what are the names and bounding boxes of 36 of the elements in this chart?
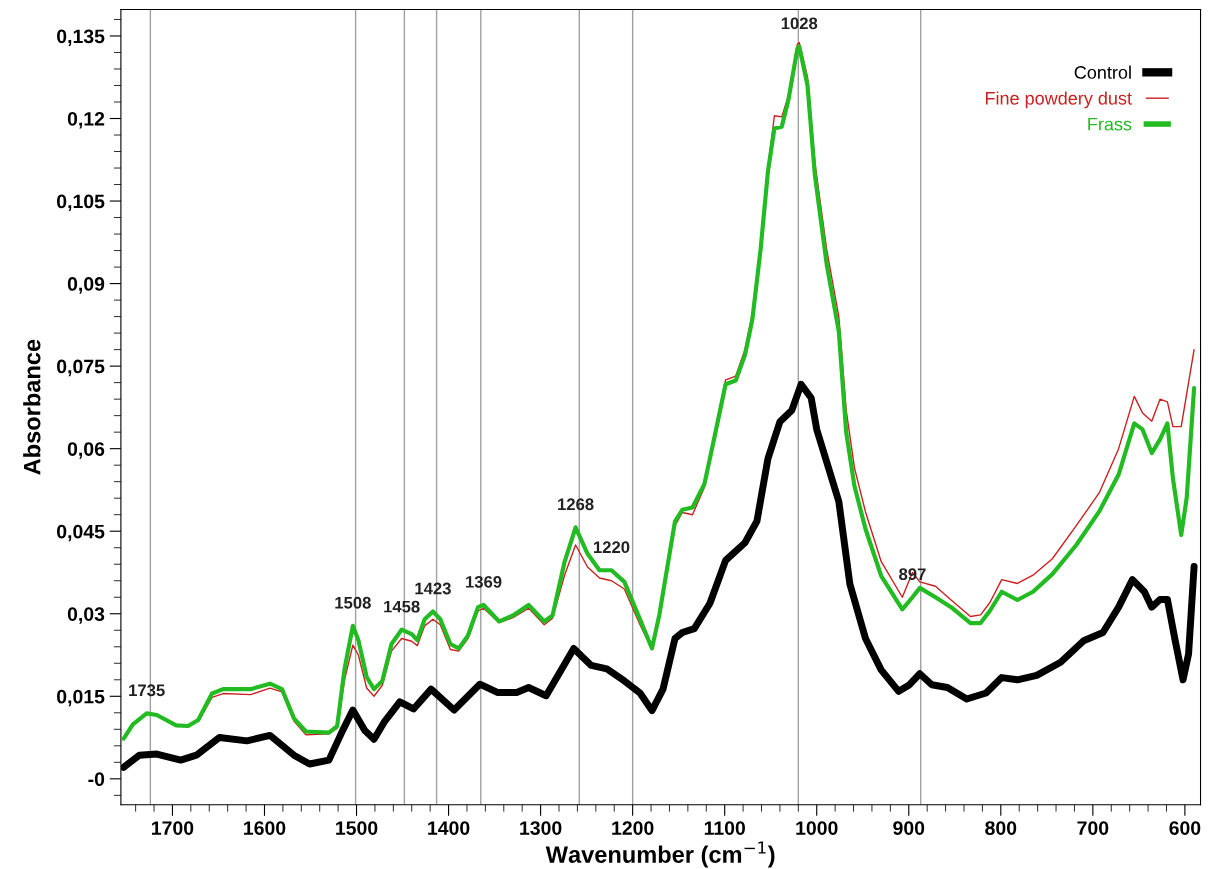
x-tick-label: 1100 — [704, 821, 745, 835]
y-tick-label: 0,045 — [57, 524, 105, 542]
x-tick-label: 1200 — [612, 821, 654, 835]
annotation: 1735 — [129, 684, 165, 697]
annotation: 1369 — [466, 575, 502, 588]
x-tick-label: 1400 — [428, 821, 470, 835]
annotation: 1458 — [384, 600, 420, 613]
annotation: 1268 — [558, 498, 594, 511]
annotation: 1423 — [415, 582, 451, 595]
x-tick-label: 1500 — [336, 821, 378, 835]
legend-label: Fine powdery dust — [985, 91, 1132, 109]
y-tick-label: 0,09 — [67, 277, 105, 294]
y-tick-label: 0,075 — [57, 359, 105, 377]
annotation: 1220 — [593, 541, 630, 554]
x-tick-label: 700 — [1077, 821, 1109, 835]
y-tick-label: 0,03 — [67, 607, 105, 624]
y-tick-label: 0,015 — [57, 689, 105, 707]
annotation: 1028 — [781, 17, 818, 30]
x-tick-label: 600 — [1169, 821, 1201, 835]
x-tick-label: 800 — [985, 821, 1017, 835]
y-tick-label: 0,06 — [67, 442, 105, 459]
x-tick-label: 1700 — [152, 821, 194, 835]
legend-label: Control — [1074, 65, 1131, 79]
x-tick-label: 1300 — [520, 821, 562, 835]
annotation: 1508 — [335, 596, 371, 609]
y-tick-label: 0,105 — [57, 194, 105, 212]
legend-label: Frass — [1088, 117, 1132, 131]
annotation: 897 — [899, 568, 926, 581]
y-tick-label: -0 — [88, 772, 105, 787]
x-axis-title: Wavenumber (cm$^{−1}$) — [545, 841, 775, 868]
x-tick-label: 1000 — [796, 821, 838, 835]
y-tick-label: 0,12 — [67, 111, 105, 129]
y-axis-title: Absorbance — [23, 339, 41, 475]
y-tick-label: 0,135 — [57, 29, 105, 47]
x-tick-label: 1600 — [244, 821, 286, 835]
x-tick-label: 900 — [893, 821, 925, 835]
